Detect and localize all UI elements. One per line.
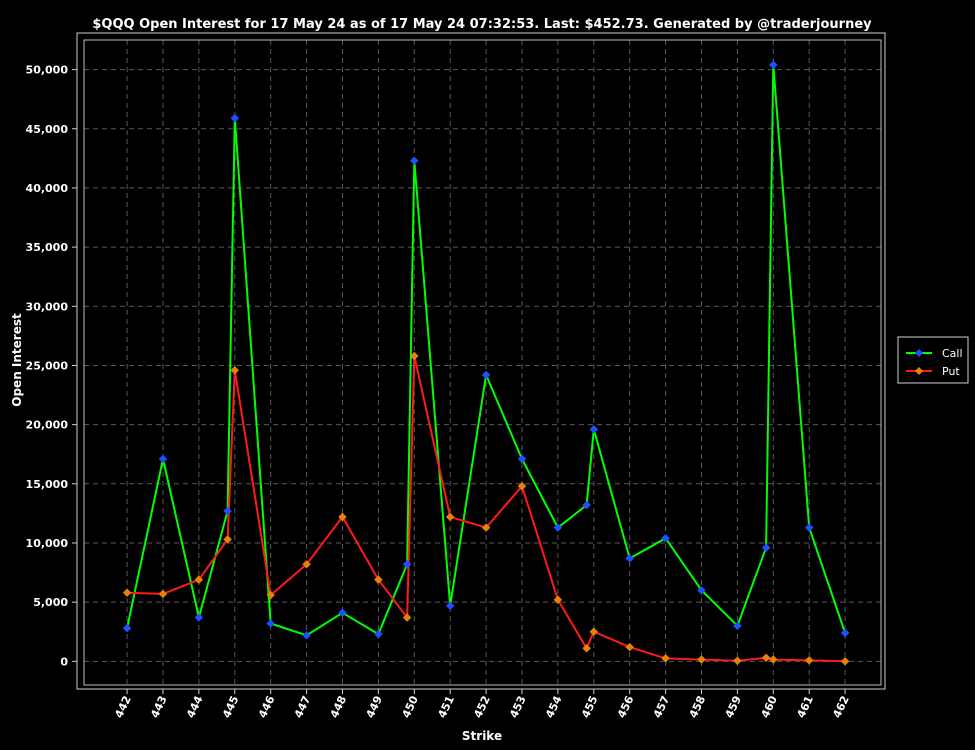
grid-lines [84,40,881,685]
data-point-put [733,656,742,666]
data-point-put [338,512,347,522]
data-point-call [589,425,599,434]
data-point-put [266,590,276,600]
data-point-call [409,156,419,166]
data-point-put [230,365,240,375]
data-point-put [302,559,311,569]
data-point-put [768,655,778,664]
data-point-put [194,575,204,585]
y-tick-label: 15,000 [26,478,69,491]
outer-frame [76,32,886,690]
data-point-call [804,523,814,532]
y-tick-label: 35,000 [26,241,69,254]
data-point-call [582,500,591,510]
y-tick-label: 5,000 [33,596,68,609]
y-tick-label: 0 [60,655,68,668]
y-axis-ticks: 0 5,000 10,000 15,000 20,000 25,000 30,000 35,0… [26,64,77,668]
data-point-call [223,506,232,516]
y-tick-label: 25,000 [26,359,69,372]
data-point-put [517,481,527,491]
data-point-call [733,621,742,631]
data-point-put [553,595,563,605]
data-point-put [625,642,635,652]
y-tick-label: 30,000 [26,300,69,313]
data-point-call [517,454,527,464]
data-point-call [661,533,670,543]
data-point-put [804,656,814,665]
data-point-put [122,588,132,598]
data-point-put [409,351,419,361]
plot-area-frame [83,39,882,686]
legend: Call Put [897,336,969,384]
data-point-call [230,113,240,123]
data-point-call [402,559,412,569]
data-point-call [625,554,635,563]
data-point-call [481,370,491,380]
y-tick-label: 50,000 [26,64,69,77]
data-point-put [374,575,383,585]
data-point-call [266,619,276,628]
data-point-call [374,629,383,639]
legend-label-put: Put [942,365,960,378]
y-tick-label: 45,000 [26,123,69,136]
data-point-put [481,523,491,532]
data-point-call [553,523,563,532]
data-point-put [445,512,455,522]
data-point-call [122,623,132,633]
data-point-put [761,653,771,663]
data-point-call [338,608,347,618]
data-point-call [158,454,168,464]
data-point-put [582,643,591,653]
chart-title: $QQQ Open Interest for 17 May 24 as of 1… [92,17,872,32]
data-point-call [768,60,778,70]
legend-box [897,336,969,384]
data-point-call [302,630,311,640]
y-tick-label: 40,000 [26,182,69,195]
data-point-put [840,656,850,666]
legend-label-call: Call [942,347,963,360]
data-point-call [194,613,204,622]
y-axis-title: Open Interest [10,313,24,407]
legend-swatch-marker-call [915,349,923,357]
legend-swatch-marker-put [915,367,923,375]
data-point-put [223,535,232,544]
data-point-call [840,628,850,638]
series-layer [122,60,850,666]
x-axis-title: Strike [462,729,502,743]
y-tick-label: 20,000 [26,419,69,432]
data-point-put [661,654,670,663]
data-point-put [697,655,706,664]
y-tick-label: 10,000 [26,537,69,550]
data-point-call [445,601,455,611]
data-point-call [697,585,706,595]
data-point-put [402,613,412,622]
data-point-call [761,543,771,553]
data-point-put [589,627,599,637]
data-point-put [158,589,168,599]
